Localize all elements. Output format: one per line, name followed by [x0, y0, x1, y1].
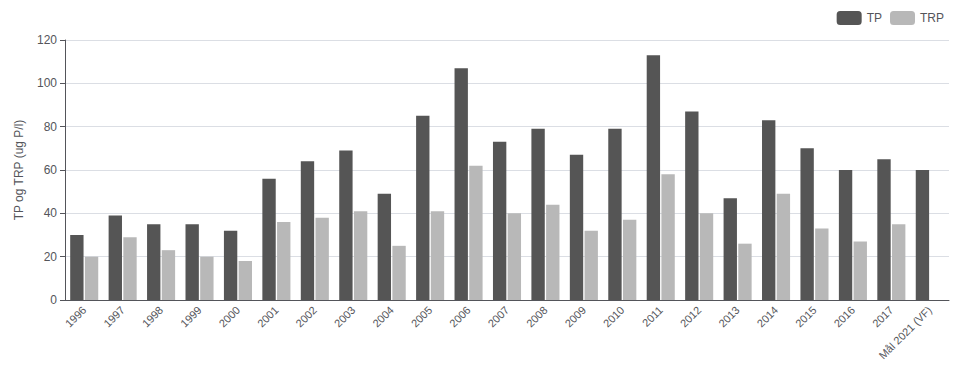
svg-text:40: 40: [44, 206, 58, 220]
svg-text:2011: 2011: [640, 304, 665, 329]
svg-text:0: 0: [50, 293, 57, 307]
svg-text:1997: 1997: [101, 304, 127, 330]
svg-text:2017: 2017: [870, 304, 896, 330]
svg-text:2003: 2003: [332, 304, 358, 330]
svg-text:20: 20: [44, 250, 58, 264]
svg-text:2012: 2012: [678, 304, 704, 330]
svg-text:80: 80: [44, 120, 58, 134]
svg-text:1996: 1996: [63, 304, 89, 330]
svg-text:2004: 2004: [370, 304, 396, 330]
svg-text:TP og TRP (ug P/l): TP og TRP (ug P/l): [12, 120, 26, 221]
svg-text:2008: 2008: [524, 304, 550, 330]
svg-text:2000: 2000: [216, 304, 242, 330]
svg-text:60: 60: [44, 163, 58, 177]
svg-text:2002: 2002: [293, 304, 319, 330]
svg-text:TP: TP: [867, 11, 882, 25]
svg-text:100: 100: [37, 76, 57, 90]
svg-text:1998: 1998: [140, 304, 166, 330]
svg-text:2013: 2013: [716, 304, 742, 330]
svg-text:2005: 2005: [409, 304, 435, 330]
svg-text:2010: 2010: [601, 304, 627, 330]
svg-text:Mål 2021 (VF): Mål 2021 (VF): [876, 304, 934, 362]
svg-text:2001: 2001: [255, 304, 281, 330]
svg-text:2014: 2014: [755, 304, 781, 330]
svg-text:2009: 2009: [562, 304, 588, 330]
svg-text:TRP: TRP: [920, 11, 944, 25]
svg-text:120: 120: [37, 33, 57, 47]
svg-text:2007: 2007: [485, 304, 511, 330]
svg-text:2016: 2016: [831, 304, 857, 330]
svg-text:2015: 2015: [793, 304, 819, 330]
svg-text:2006: 2006: [447, 304, 473, 330]
svg-text:1999: 1999: [178, 304, 204, 330]
